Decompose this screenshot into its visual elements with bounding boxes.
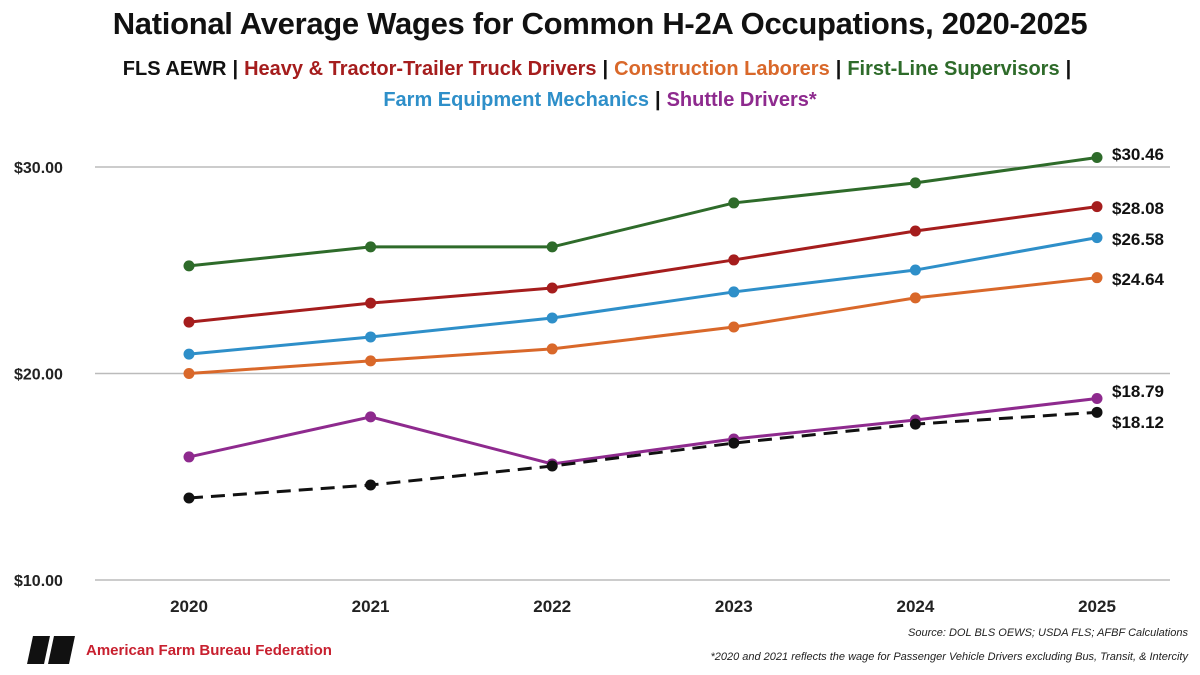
series-line — [188, 156, 1098, 268]
data-point — [728, 286, 740, 298]
end-value-label: $30.46 — [1112, 145, 1164, 164]
data-point — [1091, 406, 1103, 418]
footnote: *2020 and 2021 reflects the wage for Pas… — [710, 651, 1188, 663]
series-line — [188, 236, 1098, 356]
data-point — [183, 260, 195, 272]
source-note: Source: DOL BLS OEWS; USDA FLS; AFBF Cal… — [908, 627, 1188, 639]
legend-item: Construction Laborers — [614, 58, 830, 80]
data-point — [909, 225, 921, 237]
data-point — [183, 316, 195, 328]
end-value-label: $26.58 — [1112, 230, 1164, 249]
data-point — [728, 321, 740, 333]
y-tick-label: $30.00 — [14, 160, 63, 177]
data-point — [1091, 201, 1103, 213]
data-point — [365, 479, 377, 491]
end-value-label: $24.64 — [1112, 270, 1165, 289]
chart-title: National Average Wages for Common H-2A O… — [112, 6, 1088, 41]
data-point — [1091, 232, 1103, 244]
legend-item: Heavy & Tractor-Trailer Truck Drivers — [244, 58, 597, 80]
x-tick-label: 2020 — [170, 597, 208, 616]
legend-item: First-Line Supervisors — [847, 58, 1060, 80]
data-point — [183, 368, 195, 379]
data-point — [546, 312, 558, 324]
legend-row-2: Farm Equipment Mechanics | Shuttle Drivers… — [383, 89, 817, 111]
data-point — [365, 241, 377, 253]
end-value-label: $18.79 — [1112, 382, 1164, 401]
data-point — [1091, 392, 1103, 404]
data-point — [365, 355, 377, 367]
series-line — [188, 276, 1098, 375]
x-tick-label: 2025 — [1078, 597, 1116, 616]
legend-item: Shuttle Drivers* — [666, 89, 817, 111]
x-tick-label: 2024 — [896, 597, 934, 616]
data-point — [909, 177, 921, 189]
data-point — [365, 331, 377, 343]
x-tick-label: 2022 — [533, 597, 571, 616]
y-tick-label: $10.00 — [14, 573, 63, 590]
series-line — [188, 410, 1098, 500]
legend-item: Farm Equipment Mechanics — [383, 89, 649, 111]
x-tick-label: 2023 — [715, 597, 753, 616]
data-point — [909, 264, 921, 276]
data-point — [1091, 152, 1103, 164]
data-point — [183, 451, 195, 463]
legend-item: FLS AEWR — [122, 58, 227, 80]
data-point — [728, 197, 740, 209]
data-point — [1091, 272, 1103, 284]
data-point — [546, 460, 558, 472]
data-point — [728, 254, 740, 266]
series-line — [188, 205, 1098, 324]
data-point — [546, 343, 558, 355]
data-point — [909, 292, 921, 304]
x-tick-label: 2021 — [352, 597, 390, 616]
series-line — [188, 396, 1098, 466]
y-tick-label: $20.00 — [14, 367, 63, 384]
data-point — [728, 437, 740, 449]
data-point — [183, 348, 195, 360]
data-point — [183, 492, 195, 504]
data-point — [365, 411, 377, 423]
fb-logo-mark — [27, 636, 75, 664]
afbf-logo: American Farm Bureau Federation — [27, 636, 332, 664]
legend: FLS AEWR | Heavy & Tractor-Trailer Truck D… — [122, 58, 1072, 80]
end-value-label: $18.12 — [1112, 413, 1164, 432]
data-point — [546, 241, 558, 253]
data-point — [909, 418, 921, 430]
logo-text: American Farm Bureau Federation — [86, 641, 332, 659]
data-point — [365, 297, 377, 309]
end-value-label: $28.08 — [1112, 199, 1164, 218]
data-point — [546, 282, 558, 294]
